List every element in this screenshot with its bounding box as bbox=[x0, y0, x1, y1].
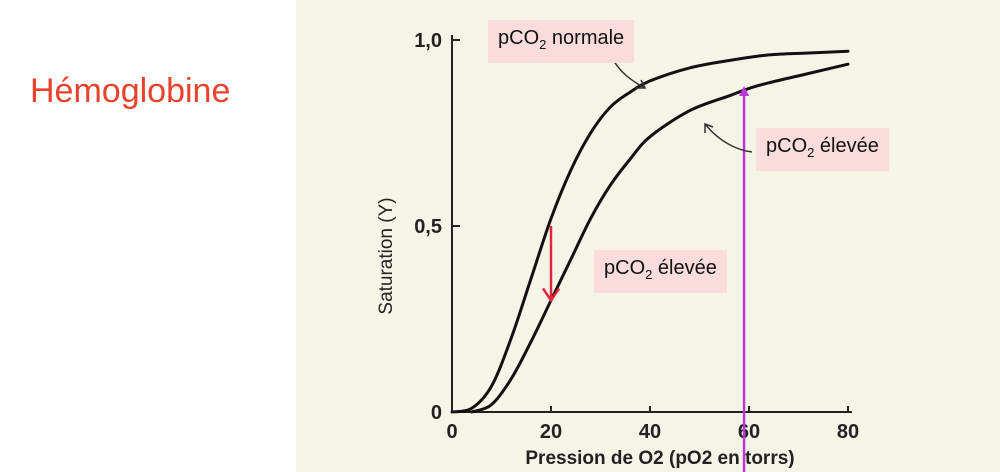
callout-prefix: pCO bbox=[766, 135, 808, 157]
callout-prefix: pCO bbox=[498, 27, 540, 49]
leader-arrow-elevated bbox=[704, 122, 714, 133]
chart-series bbox=[450, 49, 850, 414]
x-axis-label: Pression de O2 (pO2 en torrs) bbox=[525, 448, 794, 469]
y-tick-label: 1,0 bbox=[414, 30, 442, 52]
series-line-pco2-elevated bbox=[470, 62, 850, 414]
y-axis-label: Saturation (Y) bbox=[376, 197, 397, 314]
po2-marker-arrowhead bbox=[739, 86, 750, 96]
page-title: Hémoglobine bbox=[30, 72, 231, 110]
x-tick-label: 60 bbox=[738, 421, 760, 443]
leader-line-elevated bbox=[704, 123, 753, 153]
x-tick-label: 20 bbox=[540, 421, 562, 443]
callout-subscript: 2 bbox=[807, 145, 815, 160]
y-tick-label: 0 bbox=[431, 402, 442, 424]
callout-pco2-elevated-middle: pCO2 élevée bbox=[594, 250, 727, 293]
chart-axes bbox=[451, 35, 852, 413]
callout-subscript: 2 bbox=[539, 37, 547, 52]
callout-pco2-elevated-right: pCO2 élevée bbox=[756, 128, 889, 171]
shift-arrow-head bbox=[541, 287, 561, 303]
series-line-pco2-normal bbox=[450, 49, 850, 414]
callout-suffix: élevée bbox=[652, 257, 717, 279]
x-tick-label: 40 bbox=[639, 421, 661, 443]
callout-subscript: 2 bbox=[645, 267, 653, 282]
callout-suffix: élevée bbox=[814, 135, 879, 157]
y-tick-label: 0,5 bbox=[414, 216, 442, 238]
x-tick-label: 0 bbox=[446, 421, 457, 443]
x-tick-label: 80 bbox=[837, 421, 859, 443]
chart-ticks: 0 20 40 60 80 0 0,5 1,0 bbox=[414, 30, 859, 443]
callout-prefix: pCO bbox=[604, 257, 646, 279]
figure-panel bbox=[296, 0, 1000, 472]
leader-arrow-normal bbox=[636, 79, 647, 89]
callout-pco2-normal: pCO2 normale bbox=[488, 20, 635, 63]
callout-suffix: normale bbox=[546, 27, 625, 49]
